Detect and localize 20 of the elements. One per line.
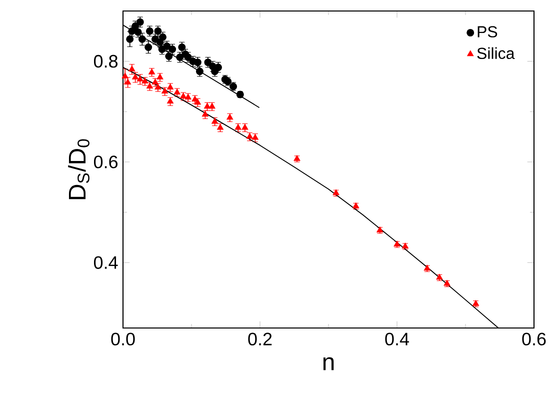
x-tick-label: 0.2 <box>248 332 272 346</box>
x-axis-title: n <box>323 357 334 370</box>
y-tick-label: 0.8 <box>94 54 118 68</box>
legend-label: Silica <box>477 47 515 60</box>
point <box>167 84 174 90</box>
point <box>148 68 156 74</box>
point <box>138 35 146 43</box>
x-tick-label: 0.4 <box>385 332 409 346</box>
point <box>122 72 128 78</box>
point <box>226 114 234 120</box>
point <box>162 88 168 94</box>
y-tick-label: 0.6 <box>94 156 118 168</box>
x-tick-label: 0.0 <box>111 332 135 346</box>
y-axis-title: D$_{S}$/D$_{0}$ <box>68 139 90 200</box>
point <box>128 66 136 72</box>
x-tick-label: 0.6 <box>522 332 546 346</box>
point <box>144 43 152 51</box>
y-tick-label: 0.4 <box>94 256 118 269</box>
legend-label: PS <box>478 26 498 38</box>
point <box>204 58 212 66</box>
